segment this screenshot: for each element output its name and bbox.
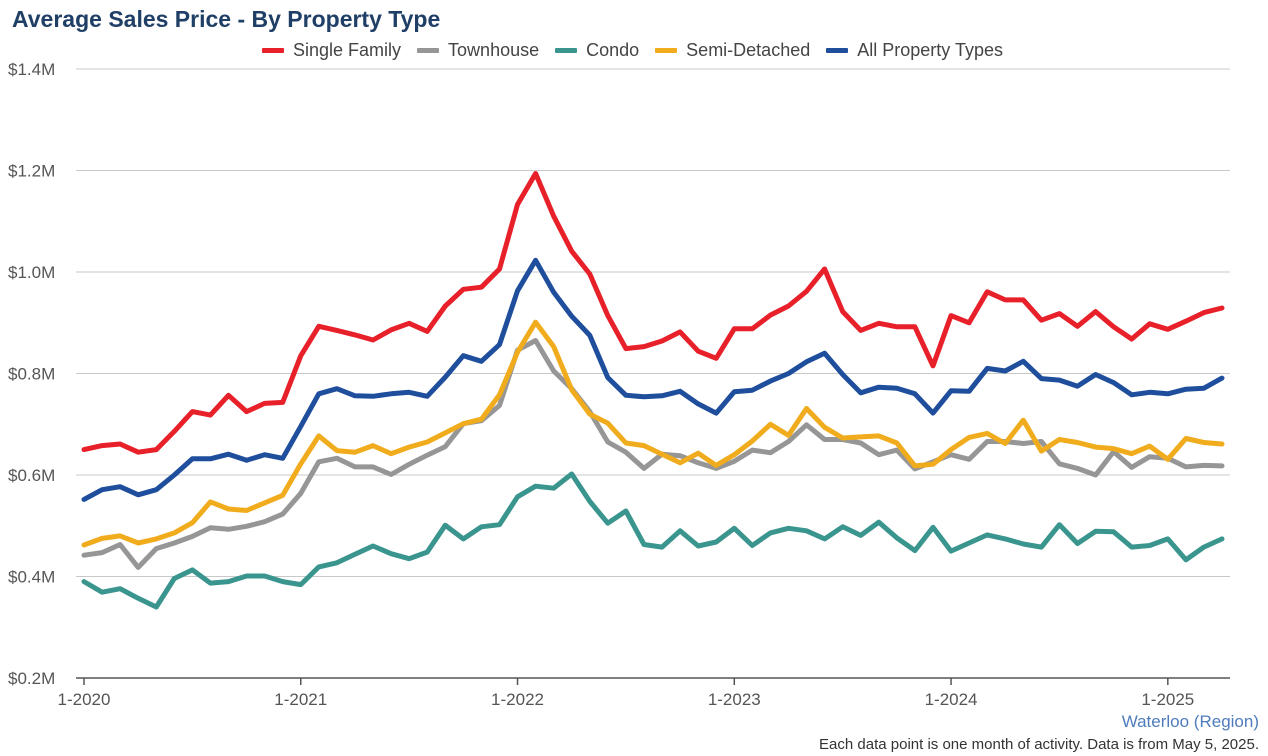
legend-item: Semi-Detached [655, 40, 810, 61]
legend-label: Semi-Detached [686, 40, 811, 60]
x-tick-label: 1-2020 [58, 690, 111, 709]
legend-item: Condo [555, 40, 639, 61]
series-line-all-property-types [81, 257, 1225, 502]
x-tick-label: 1-2021 [274, 690, 327, 709]
legend-swatch [417, 48, 440, 53]
y-tick-label: $0.2M [8, 669, 55, 688]
legend-label: All Property Types [857, 40, 1003, 60]
series-line-semi-detached [81, 319, 1225, 548]
x-tick-label: 1-2022 [491, 690, 544, 709]
y-tick-label: $0.6M [8, 466, 55, 485]
series-line-condo [81, 471, 1225, 610]
legend-label: Condo [586, 40, 640, 60]
region-label: Waterloo (Region) [1121, 712, 1259, 731]
series-line-single-family [81, 171, 1225, 455]
legend-swatch [555, 48, 578, 53]
y-tick-label: $0.4M [8, 568, 55, 587]
y-tick-label: $0.8M [8, 365, 55, 384]
x-tick-label: 1-2023 [708, 690, 761, 709]
legend-item: All Property Types [826, 40, 1003, 61]
series-line-townhouse [81, 338, 1225, 570]
legend-swatch [262, 48, 284, 53]
legend-swatch [826, 48, 849, 53]
y-tick-label: $1.0M [8, 263, 55, 282]
x-tick-label: 1-2024 [925, 690, 978, 709]
y-tick-label: $1.4M [8, 60, 55, 79]
y-tick-label: $1.2M [8, 162, 55, 181]
legend-item: Townhouse [417, 40, 539, 61]
legend-label: Single Family [293, 40, 402, 60]
legend-label: Townhouse [448, 40, 540, 60]
chart-title: Average Sales Price - By Property Type [12, 6, 441, 32]
legend-item: Single Family [262, 40, 401, 61]
chart-legend: Single Family Townhouse Condo Semi-Detached… [262, 40, 1019, 61]
legend-swatch [655, 48, 678, 53]
x-tick-label: 1-2025 [1141, 690, 1194, 709]
footnote: Each data point is one month of activity… [819, 736, 1259, 753]
